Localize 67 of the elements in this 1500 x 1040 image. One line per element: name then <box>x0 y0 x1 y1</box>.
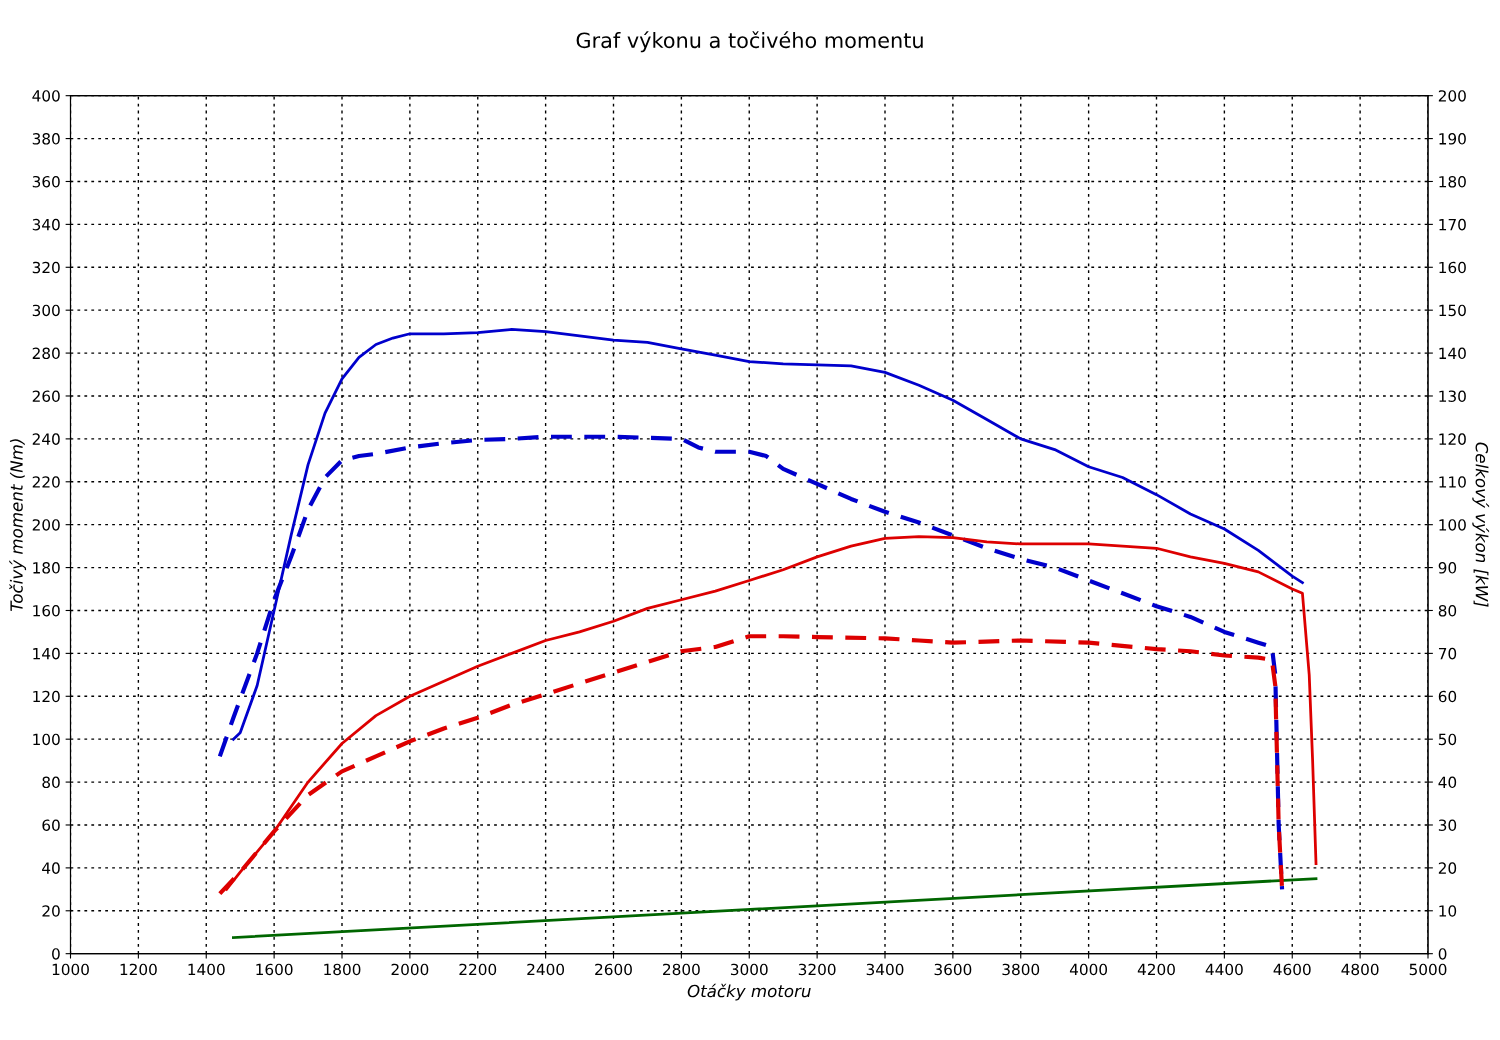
y2-tick-label: 80 <box>1438 604 1457 617</box>
y-tick-label: 100 <box>33 733 60 746</box>
x-tick-label: 3600 <box>934 963 972 976</box>
y2-tick-label: 70 <box>1438 647 1457 660</box>
x-tick-label: 2400 <box>527 963 565 976</box>
x-tick-label: 2800 <box>663 963 700 976</box>
y2-tick-label: 140 <box>1439 347 1466 360</box>
y-tick-label: 360 <box>32 175 60 188</box>
y2-tick-label: 10 <box>1439 905 1457 917</box>
y2-tick-label: 130 <box>1439 390 1466 402</box>
x-tick-label: 2000 <box>391 963 429 976</box>
y-tick-label: 80 <box>42 776 60 789</box>
x-tick-label: 3200 <box>798 963 836 976</box>
x-tick-label: 4000 <box>1069 963 1108 976</box>
y2-tick-label: 20 <box>1438 862 1457 874</box>
y2-tick-label: 100 <box>1439 519 1466 531</box>
y2-tick-label: 190 <box>1439 133 1466 145</box>
x-tick-label: 3000 <box>730 963 768 976</box>
x-tick-label: 3800 <box>1002 963 1040 976</box>
y2-tick-label: 50 <box>1438 733 1457 746</box>
y-tick-label: 240 <box>32 433 60 445</box>
y-axis-title: Točivý moment (Nm) <box>9 439 27 612</box>
x-tick-label: 1000 <box>52 963 89 976</box>
y-tick-label: 40 <box>42 862 60 874</box>
y2-tick-label: 30 <box>1438 819 1457 831</box>
y2-tick-label: 60 <box>1438 690 1457 703</box>
x-tick-label: 1800 <box>324 963 361 976</box>
y-tick-label: 280 <box>32 347 60 360</box>
y2-tick-label: 150 <box>1439 304 1466 317</box>
chart-title: Graf výkonu a točivého momentu <box>576 31 923 53</box>
y2-tick-label: 170 <box>1439 218 1466 231</box>
x-tick-label: 4200 <box>1137 963 1175 976</box>
y2-tick-label: 90 <box>1438 562 1457 574</box>
x-tick-label: 5000 <box>1409 963 1447 976</box>
x-tick-label: 2600 <box>595 963 632 976</box>
y2-tick-label: 40 <box>1438 776 1457 789</box>
y2-tick-label: 180 <box>1439 175 1466 188</box>
x-tick-label: 4600 <box>1273 963 1311 976</box>
y-tick-label: 20 <box>42 905 60 917</box>
y-tick-label: 140 <box>33 647 60 660</box>
x-axis-title: Otáčky motoru <box>687 983 811 1001</box>
y-tick-label: 160 <box>33 604 60 617</box>
x-tick-label: 4400 <box>1205 963 1243 976</box>
x-tick-label: 4800 <box>1341 963 1379 976</box>
y-tick-label: 320 <box>32 261 60 274</box>
y-tick-label: 60 <box>42 819 60 831</box>
y2-tick-label: 160 <box>1439 261 1466 274</box>
y2-tick-label: 120 <box>1439 433 1466 445</box>
y-tick-label: 220 <box>32 476 60 488</box>
x-tick-label: 3400 <box>866 963 904 976</box>
y-tick-label: 260 <box>32 390 60 402</box>
y-tick-label: 0 <box>52 948 60 960</box>
y2-axis-title: Celkový výkon [kW] <box>1472 442 1490 607</box>
y2-tick-label: 110 <box>1439 476 1466 488</box>
x-tick-label: 1200 <box>120 963 157 976</box>
x-tick-label: 1400 <box>188 963 225 976</box>
y-tick-label: 400 <box>32 90 60 102</box>
y-tick-label: 120 <box>33 690 60 703</box>
y2-tick-label: 0 <box>1438 948 1447 960</box>
y-tick-label: 340 <box>32 218 60 231</box>
y2-tick-label: 200 <box>1438 90 1466 102</box>
y-tick-label: 380 <box>32 133 60 145</box>
y-tick-label: 180 <box>33 562 60 574</box>
x-tick-label: 1600 <box>256 963 293 976</box>
x-tick-label: 2200 <box>459 963 497 976</box>
y-tick-label: 200 <box>32 519 60 531</box>
y-tick-label: 300 <box>32 304 60 317</box>
